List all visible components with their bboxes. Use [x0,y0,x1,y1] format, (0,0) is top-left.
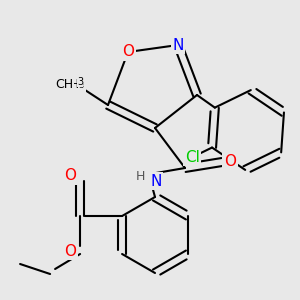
Text: N: N [172,38,184,52]
Text: H: H [135,169,145,182]
Text: O: O [64,244,76,259]
Text: CH₃: CH₃ [61,79,85,92]
Text: Cl: Cl [185,150,200,165]
Text: O: O [122,44,134,59]
Text: N: N [150,173,162,188]
Text: O: O [224,154,236,169]
Text: O: O [64,169,76,184]
Text: CH: CH [55,79,73,92]
Text: 3: 3 [77,77,83,87]
